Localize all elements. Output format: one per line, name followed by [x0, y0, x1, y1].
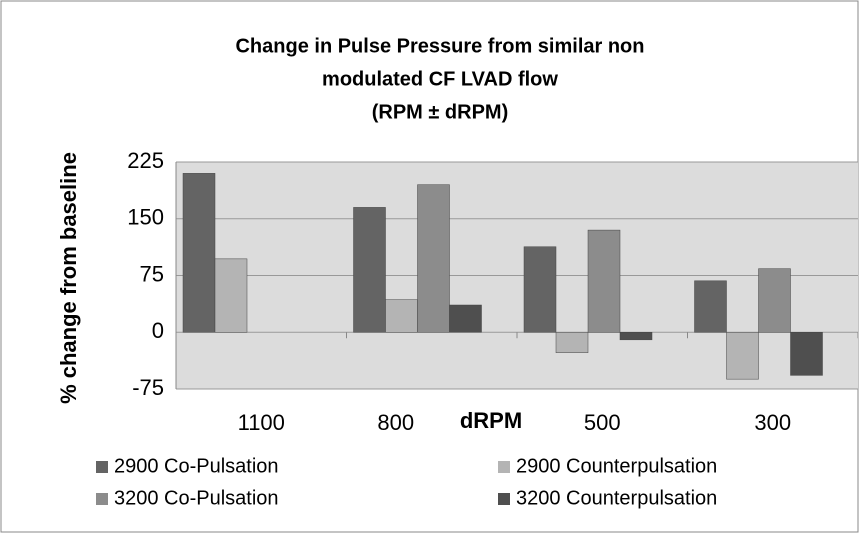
- y-tick-label: 0: [152, 318, 164, 343]
- bar: [619, 332, 653, 341]
- bar: [417, 184, 450, 333]
- bar: [523, 246, 557, 333]
- x-axis-label: dRPM: [460, 408, 522, 433]
- x-tick-label: 800: [377, 410, 414, 435]
- x-tick-label: 500: [584, 410, 621, 435]
- legend-label: 2900 Co-Pulsation: [114, 455, 279, 477]
- legend-label: 3200 Co-Pulsation: [114, 487, 279, 509]
- bar: [587, 229, 621, 333]
- y-axis-label: % change from baseline: [56, 152, 81, 404]
- bar: [726, 332, 759, 380]
- chart-title: (RPM ± dRPM): [372, 101, 509, 123]
- legend-swatch: [498, 493, 510, 505]
- y-tick-label: 150: [127, 205, 164, 230]
- bar: [214, 258, 248, 333]
- bar: [182, 173, 216, 333]
- bar: [353, 207, 386, 333]
- bar: [449, 304, 482, 333]
- bar: [385, 299, 418, 333]
- y-tick-label: -75: [132, 375, 164, 400]
- chart-title: modulated CF LVAD flow: [322, 68, 558, 90]
- bar: [758, 268, 791, 333]
- y-tick-label: 75: [140, 261, 164, 286]
- bar: [555, 332, 589, 353]
- x-tick-label: 300: [754, 410, 791, 435]
- x-tick-label: 1100: [238, 410, 285, 435]
- legend-swatch: [96, 461, 108, 473]
- bar: [694, 280, 727, 333]
- legend-label: 2900 Counterpulsation: [516, 455, 717, 477]
- y-tick-label: 225: [127, 148, 164, 173]
- legend-label: 3200 Counterpulsation: [516, 487, 717, 509]
- chart-title: Change in Pulse Pressure from similar no…: [235, 35, 644, 57]
- bar: [790, 332, 823, 376]
- legend-swatch: [96, 493, 108, 505]
- legend-swatch: [498, 461, 510, 473]
